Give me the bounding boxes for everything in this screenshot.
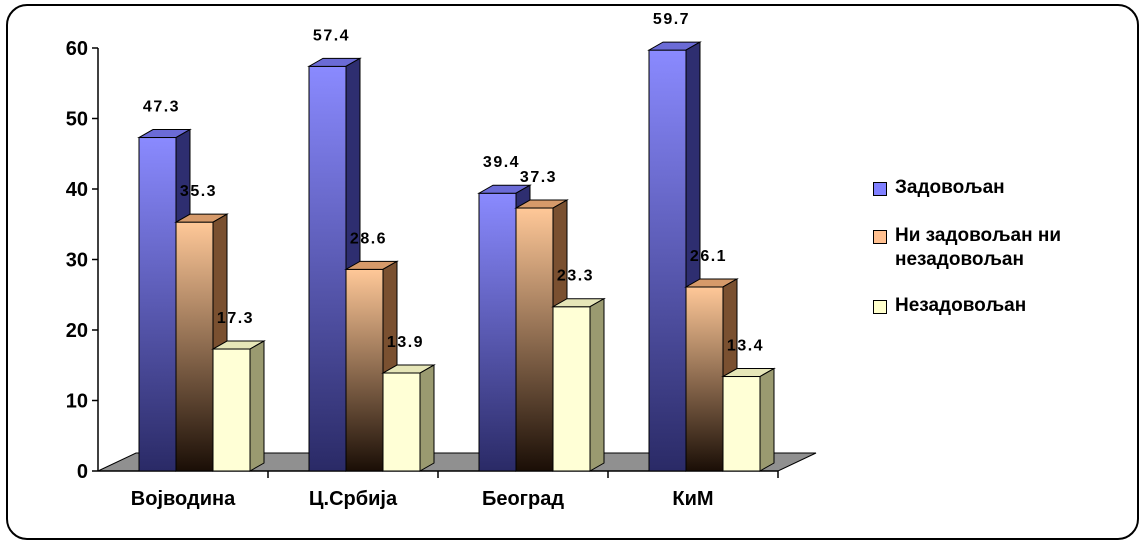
x-tick-label: Војводина (131, 488, 236, 510)
axes: 0 10 20 30 40 50 60 Војводина Ц.Србија Београд КиМ (66, 38, 817, 510)
data-label: 13.9 (387, 334, 424, 351)
bars (137, 41, 776, 472)
legend-swatch (873, 230, 887, 244)
data-labels: 47.3 35.3 17.3 57.4 28.6 13.9 39.437.3 23.3 59.7… (143, 11, 764, 355)
bar (551, 297, 606, 472)
legend-label: Незадовољан (895, 295, 1027, 316)
bar (721, 367, 776, 472)
chart-frame (6, 4, 1139, 540)
data-label: 13.4 (727, 338, 764, 355)
data-label: 26.1 (690, 248, 727, 265)
bar (381, 364, 436, 472)
bar (211, 340, 266, 472)
y-tick-label: 10 (66, 391, 88, 413)
data-label: 17.3 (217, 310, 254, 327)
legend-swatch (873, 182, 887, 196)
data-label: 35.3 (180, 183, 217, 200)
data-label: 57.4 (313, 27, 350, 44)
y-tick-label: 60 (66, 38, 88, 60)
x-tick-label: Београд (482, 488, 564, 510)
y-tick-label: 0 (77, 461, 88, 483)
legend-item-neutral: Ни задовољан ни незадовољан (873, 224, 1135, 272)
data-label: 39.4 (483, 154, 520, 171)
x-tick-label: Ц.Србија (309, 488, 398, 510)
legend-item-satisfied: Задовољан (873, 176, 1135, 200)
legend-swatch (873, 300, 887, 314)
data-label: 59.7 (653, 11, 690, 28)
x-tick-label: КиМ (672, 488, 713, 510)
y-tick-label: 30 (66, 250, 88, 272)
data-label: 23.3 (557, 268, 594, 285)
data-label: 47.3 (143, 99, 180, 116)
data-label: 37.3 (520, 169, 557, 186)
legend-item-dissatisfied: Незадовољан (873, 294, 1135, 318)
legend-label: Задовољан (895, 177, 1005, 198)
legend: Задовољан Ни задовољан ни незадовољан Не… (873, 176, 1135, 318)
data-label: 28.6 (350, 230, 387, 247)
y-tick-label: 40 (66, 179, 88, 201)
y-tick-label: 50 (66, 109, 88, 131)
legend-label: Ни задовољан ни незадовољан (895, 225, 1062, 270)
y-tick-label: 20 (66, 320, 88, 342)
